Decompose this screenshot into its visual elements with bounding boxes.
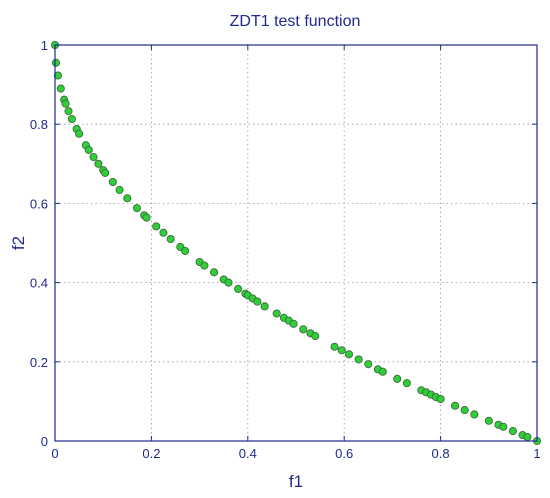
x-tick-label: 0.6	[335, 446, 353, 461]
y-tick-label: 0.2	[30, 355, 48, 370]
data-point	[67, 115, 76, 124]
point-layer	[50, 40, 542, 446]
data-point	[51, 58, 61, 67]
grid-layer	[55, 45, 537, 441]
data-point	[460, 406, 469, 415]
data-point	[101, 168, 110, 177]
data-point	[56, 84, 65, 93]
x-axis-label: f1	[289, 472, 303, 491]
data-point	[84, 145, 93, 154]
data-point	[53, 71, 62, 80]
data-point	[94, 159, 103, 168]
data-point	[61, 99, 70, 108]
data-point	[436, 394, 445, 404]
data-point	[451, 401, 460, 410]
x-tick-label: 0.4	[239, 446, 257, 461]
data-point	[330, 342, 339, 351]
data-point	[508, 427, 517, 436]
data-point	[470, 410, 479, 419]
x-tick-label: 0.2	[142, 446, 160, 461]
data-point	[289, 319, 298, 328]
data-point	[299, 325, 308, 334]
data-point	[253, 297, 262, 306]
data-point	[75, 129, 84, 138]
data-point	[166, 234, 175, 244]
data-point	[152, 222, 161, 231]
x-tick-label: 1	[533, 446, 540, 461]
data-point	[499, 422, 508, 431]
data-point	[159, 228, 168, 237]
data-point	[523, 432, 532, 442]
x-tick-label: 0	[51, 446, 58, 461]
y-tick-label: 0.4	[30, 276, 48, 291]
data-point	[260, 302, 269, 311]
y-tick-label: 1	[41, 38, 48, 53]
data-point	[89, 153, 98, 162]
data-point	[364, 360, 373, 369]
y-axis-label: f2	[9, 236, 28, 250]
data-point	[337, 346, 346, 355]
data-point	[272, 309, 281, 318]
data-point	[210, 268, 219, 277]
plot-frame	[54, 44, 538, 442]
data-point	[224, 278, 233, 287]
data-point	[115, 185, 124, 194]
data-point	[402, 379, 411, 388]
data-point	[484, 416, 493, 425]
data-point	[344, 350, 354, 359]
data-point	[311, 332, 320, 341]
data-point	[132, 204, 141, 213]
data-point	[393, 374, 402, 383]
data-point	[200, 261, 209, 270]
y-tick-label: 0.6	[30, 196, 48, 211]
data-point	[378, 367, 387, 376]
data-point	[142, 213, 151, 222]
data-point	[64, 107, 73, 116]
data-point	[123, 194, 132, 203]
data-point	[234, 284, 243, 293]
chart-title: ZDT1 test function	[230, 13, 361, 30]
data-point	[354, 355, 363, 364]
data-point	[181, 246, 190, 255]
x-tick-label: 0.8	[432, 446, 450, 461]
y-tick-label: 0	[41, 434, 48, 449]
data-point	[108, 177, 117, 187]
tick-layer: 0 0.2 0.4 0.6 0.8 1 0 0.2 0.4 0.6 0.8 1	[30, 38, 541, 461]
y-tick-label: 0.8	[30, 117, 48, 132]
